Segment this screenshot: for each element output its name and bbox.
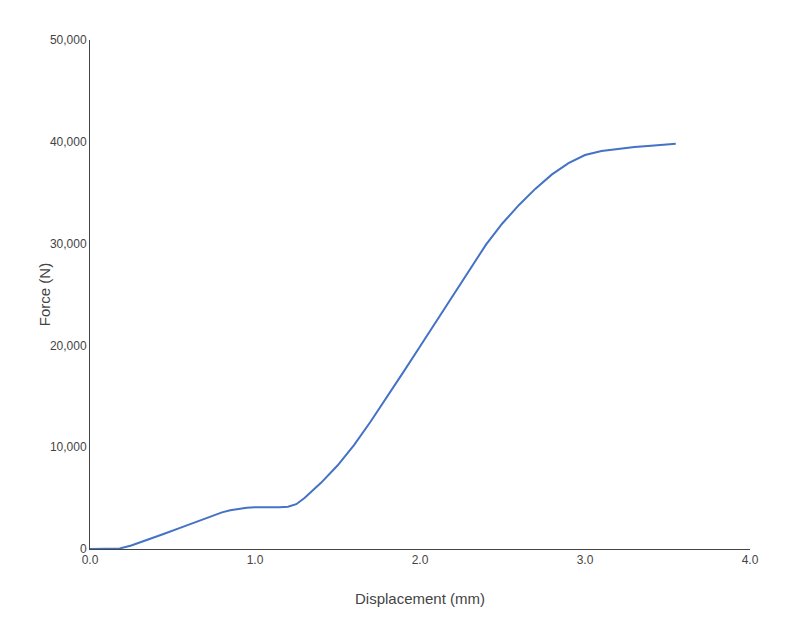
svg-text:Force (N): Force (N) (36, 263, 53, 326)
svg-text:4.0: 4.0 (742, 553, 759, 567)
svg-text:1.0: 1.0 (247, 553, 264, 567)
svg-text:0.0: 0.0 (82, 553, 99, 567)
svg-text:30,000: 30,000 (50, 237, 87, 251)
svg-text:2.0: 2.0 (412, 553, 429, 567)
svg-text:40,000: 40,000 (50, 135, 87, 149)
svg-text:20,000: 20,000 (50, 339, 87, 353)
svg-text:Displacement (mm): Displacement (mm) (355, 590, 485, 607)
svg-text:10,000: 10,000 (50, 440, 87, 454)
svg-text:50,000: 50,000 (50, 33, 87, 47)
svg-text:0: 0 (80, 542, 87, 556)
svg-text:3.0: 3.0 (577, 553, 594, 567)
